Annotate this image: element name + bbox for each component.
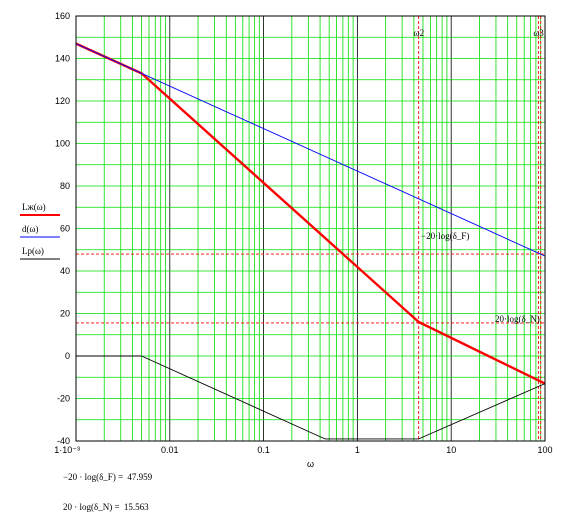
- annotations: −20·log(δ_F) 20·log(δ_N) ω2 ω3: [414, 28, 545, 324]
- series-line: [75, 42, 546, 385]
- y-tick-label: 40: [60, 266, 70, 276]
- legend-label: Lp(ω): [22, 246, 44, 256]
- result-delta-n-expression: 20 · log(δ_N) =: [63, 502, 120, 512]
- reference-lines: [76, 16, 545, 441]
- annotation-omega3: ω3: [533, 28, 544, 38]
- series-line: [75, 43, 546, 257]
- y-axis-ticks: 160 140 120 100 80 60 40 20 0 -20 -40: [55, 11, 70, 446]
- y-tick-label: -20: [57, 394, 70, 404]
- legend-label: d(ω): [22, 224, 38, 234]
- x-tick-label: 1·10⁻³: [54, 445, 80, 455]
- y-tick-label: 0: [65, 351, 70, 361]
- legend-label: Lж(ω): [22, 202, 46, 212]
- annotation-delta-f: −20·log(δ_F): [421, 231, 469, 241]
- annotation-omega2: ω2: [414, 28, 424, 38]
- x-tick-label: 0.01: [161, 445, 179, 455]
- result-delta-n: 20 · log(δ_N) = 15.563: [63, 502, 149, 512]
- x-tick-label: 0.1: [257, 445, 270, 455]
- y-tick-label: 20: [60, 309, 70, 319]
- x-tick-label: 10: [446, 445, 456, 455]
- y-tick-label: -40: [57, 436, 70, 446]
- grid: [75, 15, 545, 442]
- x-tick-label: 100: [537, 445, 552, 455]
- x-axis-ticks: 1·10⁻³ 0.01 0.1 1 10 100: [54, 445, 552, 455]
- series-line: [76, 355, 546, 440]
- plot-frame: [75, 15, 546, 442]
- x-tick-label: 1: [355, 445, 360, 455]
- y-tick-label: 160: [55, 11, 70, 21]
- legend: Lж(ω) d(ω) Lp(ω): [20, 202, 60, 260]
- series: [75, 42, 546, 440]
- result-delta-f-value: 47.959: [127, 472, 153, 482]
- result-delta-n-value: 15.563: [123, 502, 149, 512]
- annotation-delta-n: 20·log(δ_N): [495, 314, 540, 324]
- y-tick-label: 60: [60, 224, 70, 234]
- y-tick-label: 120: [55, 96, 70, 106]
- result-delta-f: −20 · log(δ_F) = 47.959: [63, 472, 152, 482]
- y-tick-label: 140: [55, 54, 70, 64]
- y-tick-label: 80: [60, 181, 70, 191]
- y-tick-label: 100: [55, 139, 70, 149]
- x-axis-label: ω: [307, 459, 314, 469]
- result-delta-f-expression: −20 · log(δ_F) =: [63, 472, 124, 482]
- bode-chart: 1·10⁻³ 0.01 0.1 1 10 100 160 140 120 100 80 60 40 20…: [20, 11, 553, 469]
